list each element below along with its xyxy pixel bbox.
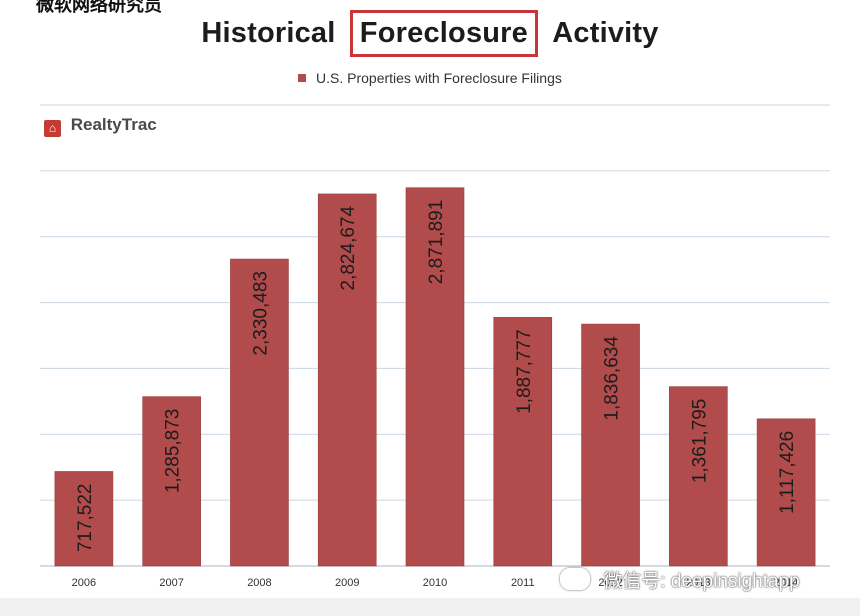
data-label-2009: 2,824,674 — [338, 206, 359, 291]
chart-title-part-3: Activity — [552, 17, 659, 49]
bottom-strip — [0, 598, 860, 616]
chart-title-container: Historical Foreclosure Activity — [0, 10, 860, 57]
x-tick-label-2008: 2008 — [247, 577, 271, 589]
chart-title: Historical Foreclosure Activity — [201, 10, 658, 57]
wechat-watermark: 微信号: deepinsightapp — [560, 566, 800, 593]
data-label-2007: 1,285,873 — [163, 409, 184, 494]
bar-2008 — [230, 258, 289, 567]
logo-text: RealtyTrac — [70, 115, 157, 134]
bar-2007 — [142, 396, 201, 567]
legend-swatch-icon — [298, 74, 307, 82]
bar-2010 — [405, 187, 465, 567]
bar-2006 — [54, 471, 114, 567]
bar-2011 — [493, 317, 553, 567]
chart-title-part-1: Historical — [201, 17, 336, 49]
x-tick-label-2006: 2006 — [72, 577, 96, 589]
x-tick-label-2014: 2014 — [774, 577, 798, 589]
legend: U.S. Properties with Foreclosure Filings — [0, 70, 860, 86]
data-label-2013: 1,361,795 — [689, 399, 710, 484]
x-tick-label-2007: 2007 — [159, 577, 183, 589]
data-label-2006: 717,522 — [75, 483, 96, 552]
data-label-2010: 2,871,891 — [426, 200, 447, 285]
x-tick-label-2012: 2012 — [598, 577, 622, 589]
wechat-icon — [560, 568, 590, 590]
bar-2012 — [581, 323, 640, 567]
data-label-2008: 2,330,483 — [250, 271, 271, 356]
house-logo-icon: ⌂ — [44, 120, 61, 137]
legend-label: U.S. Properties with Foreclosure Filings — [316, 70, 562, 86]
x-tick-label-2013: 2013 — [686, 577, 710, 589]
cropped-header-text: 微软网络研究员 — [36, 0, 162, 15]
x-tick-label-2011: 2011 — [511, 577, 535, 589]
chart-title-highlight: Foreclosure — [349, 10, 538, 57]
bar-2009 — [317, 193, 377, 567]
data-label-2012: 1,836,634 — [602, 336, 623, 421]
bar-2013 — [669, 386, 728, 567]
data-label-2014: 1,117,426 — [777, 431, 798, 514]
realtytrac-logo: ⌂ RealtyTrac — [44, 115, 157, 137]
watermark-text: 微信号: deepinsightapp — [603, 571, 800, 592]
x-tick-label-2009: 2009 — [335, 577, 359, 589]
bar-2014 — [756, 418, 816, 567]
data-label-2011: 1,887,777 — [514, 329, 535, 414]
x-tick-label-2010: 2010 — [423, 577, 447, 589]
